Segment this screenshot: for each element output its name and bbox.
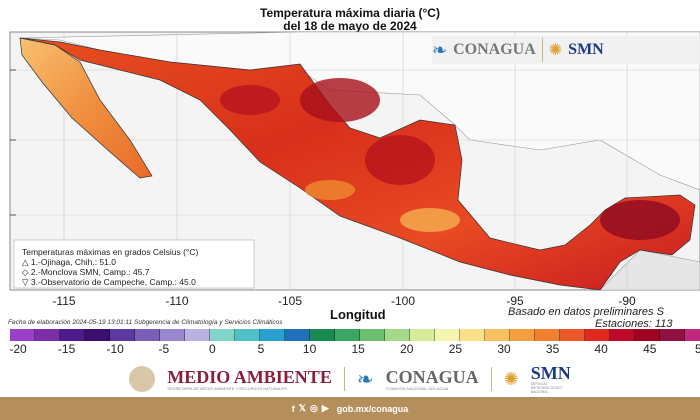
- triangle-up-icon: △: [22, 257, 29, 267]
- colorbar-segment: [460, 329, 485, 341]
- legend-box: [13, 239, 255, 289]
- colorbar-segment: [10, 329, 35, 341]
- x-tick: -105: [277, 294, 303, 308]
- map-title: Temperatura máxima diaria (°C): [260, 6, 440, 20]
- baja-california: [19, 37, 153, 179]
- header-logos: ❧ CONAGUA ✺ SMN: [432, 36, 700, 64]
- colorbar-segment: [210, 329, 235, 341]
- colorbar-label: 30: [497, 342, 511, 356]
- colorbar-segment: [535, 329, 560, 341]
- colorbar-segment: [135, 329, 160, 341]
- colorbar-segment: [235, 329, 260, 341]
- x-tick: -115: [52, 294, 76, 308]
- legend: Temperaturas máximas en grados Celsius (…: [22, 247, 198, 287]
- colorbar-segment: [685, 329, 700, 341]
- youtube-icon[interactable]: ▶: [321, 403, 329, 413]
- diamond-icon: ◇: [22, 267, 29, 277]
- data-source-note: Basado en datos preliminares S: [508, 306, 664, 318]
- colorbar-label: -10: [106, 342, 124, 356]
- smn-footer-logo: SMN: [530, 363, 571, 383]
- colorbar-segment: [185, 329, 210, 341]
- colorbar-segment: [560, 329, 585, 341]
- colorbar-segment: [285, 329, 310, 341]
- conagua-logo-icon: ❧: [356, 368, 374, 391]
- colorbar-segment: [385, 329, 410, 341]
- footer-band: f 𝕏 ◎ ▶ gob.mx/conagua: [0, 397, 700, 420]
- conagua-logo-icon: ❧: [432, 39, 448, 60]
- colorbar-label: 10: [302, 342, 317, 356]
- colorbar-segment: [510, 329, 535, 341]
- footer-logos: MEDIO AMBIENTE SECRETARÍA DE MEDIO AMBIE…: [0, 362, 700, 396]
- smn-logo-icon: ✺: [548, 42, 563, 59]
- colorbar-segment: [60, 329, 85, 341]
- legend-entry: △ 1.-Ojinaga, Chih.: 51.0: [22, 257, 116, 267]
- triangle-down-icon: ▽: [22, 277, 29, 287]
- website-link[interactable]: gob.mx/conagua: [336, 403, 409, 414]
- medio-ambiente-subtitle: SECRETARÍA DE MEDIO AMBIENTE Y RECURSOS …: [167, 385, 287, 391]
- colorbar-label: -5: [158, 342, 170, 356]
- colorbar-segment: [435, 329, 460, 341]
- colorbar-segment: [335, 329, 360, 341]
- conagua-subtitle: COMISIÓN NACIONAL DEL AGUA: [385, 385, 449, 391]
- colorbar-segment: [260, 329, 285, 341]
- medio-ambiente-logo: MEDIO AMBIENTE: [167, 366, 332, 387]
- divider: [343, 367, 345, 391]
- temperature-map: [9, 31, 700, 291]
- mexico-seal-icon: [129, 366, 156, 392]
- colorbar-segment: [660, 329, 685, 341]
- colorbar-label: 0: [209, 342, 216, 356]
- guatemala-landmass: [599, 249, 700, 291]
- x-icon[interactable]: 𝕏: [298, 403, 306, 413]
- legend-entry: ▽ 3.-Observatorio de Campeche, Camp.: 45…: [22, 277, 196, 287]
- legend-entry: ◇ 2.-Monclova SMN, Camp.: 45.7: [22, 267, 150, 277]
- colorbar-label: -20: [9, 342, 27, 356]
- colorbar-segment: [85, 329, 110, 341]
- colorbar-segment: [310, 329, 335, 341]
- x-tick: -110: [165, 294, 189, 308]
- divider: [541, 38, 543, 62]
- x-tick: -90: [618, 294, 636, 308]
- colorbar-label: 5: [695, 342, 700, 356]
- x-axis-label: Longitud: [330, 307, 386, 322]
- colorbar-segment: [410, 329, 435, 341]
- colorbar-label: 25: [448, 342, 463, 356]
- smn-subtitle: SERVICIO METEOROLÓGICO NACIONAL: [530, 382, 562, 394]
- colorbar-label: 5: [257, 342, 265, 356]
- colorbar-label: -15: [57, 342, 76, 356]
- divider: [490, 367, 492, 391]
- usa-landmass: [19, 31, 700, 191]
- colorbar-segment: [635, 329, 660, 341]
- colorbar-label: 35: [545, 342, 560, 356]
- x-tick: -95: [506, 294, 524, 308]
- colorbar-segment: [110, 329, 135, 341]
- colorbar-label: 45: [643, 342, 657, 356]
- colorbar-segment: [160, 329, 185, 341]
- instagram-icon[interactable]: ◎: [309, 403, 318, 413]
- legend-title: Temperaturas máximas en grados Celsius (…: [22, 247, 199, 257]
- stations-count: Estaciones: 113: [595, 318, 673, 330]
- smn-logo-icon: ✺: [503, 368, 519, 389]
- colorbar: [10, 329, 700, 341]
- colorbar-label: 15: [351, 342, 365, 356]
- colorbar-segment: [360, 329, 385, 341]
- colorbar-segment: [585, 329, 610, 341]
- colorbar-segment: [610, 329, 635, 341]
- facebook-icon[interactable]: f: [291, 403, 295, 414]
- colorbar-segment: [35, 329, 60, 341]
- colorbar-segment: [485, 329, 510, 341]
- smn-logo-text: SMN: [568, 41, 604, 58]
- conagua-logo-text: CONAGUA: [453, 41, 536, 58]
- heat-hotspots: [220, 78, 680, 240]
- elaboration-date: Fecha de elaboración 2024-05-19 13:01:11…: [8, 319, 283, 326]
- colorbar-label: 40: [594, 342, 608, 356]
- map-subtitle: del 18 de mayo de 2024: [283, 19, 417, 33]
- lat-ticks: [10, 69, 16, 216]
- colorbar-label: 20: [400, 342, 414, 356]
- conagua-footer-logo: CONAGUA: [385, 366, 479, 387]
- x-tick: -100: [390, 294, 416, 308]
